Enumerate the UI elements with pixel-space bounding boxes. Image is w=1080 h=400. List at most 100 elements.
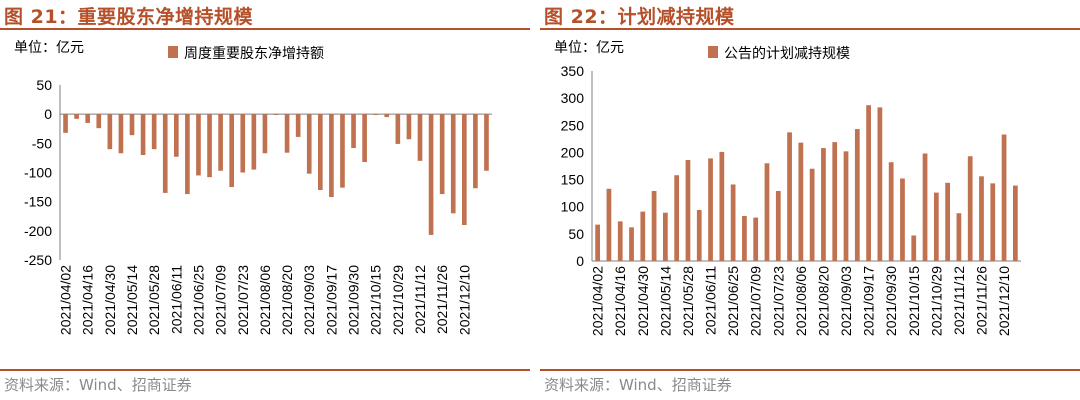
x-tick-label: 2021/08/06 [257,265,273,335]
x-tick-label: 2021/11/26 [434,265,450,334]
y-tick-label: 350 [561,63,585,79]
title-rule [0,28,530,30]
x-tick-label: 2021/11/12 [412,265,428,334]
bar [775,190,781,261]
x-tick-label: 2021/11/12 [951,266,967,335]
bar [956,213,962,261]
bar [74,114,79,119]
bar [730,184,736,261]
bar [933,192,939,261]
bar [151,114,157,150]
x-tick-label: 2021/07/23 [770,266,786,336]
y-tick-label: 100 [561,199,585,215]
bar [484,114,489,171]
bar [787,132,792,261]
x-tick-label: 2021/09/17 [323,265,339,335]
x-tick-label: 2021/12/10 [456,265,472,335]
bar [854,129,860,261]
y-tick-label: -200 [24,223,52,239]
x-tick-label: 2021/04/16 [612,266,628,336]
bar [821,148,826,261]
bar [362,114,367,162]
y-tick-label: -150 [24,194,52,210]
bar [663,212,668,261]
x-tick-label: 2021/08/06 [793,266,809,336]
bar [229,114,235,188]
chart-panel-right: 图 22：计划减持规模 单位：亿元 公告的计划减持规模 0 50 100 150 200 25… [540,0,1080,400]
bar [967,156,973,261]
bar [317,114,323,190]
planned-reduction-chart: 单位：亿元 公告的计划减持规模 0 50 100 150 200 250 300 350 2021/… [554,40,1021,336]
x-tick-label: 2021/09/30 [883,266,899,336]
bar [129,114,135,136]
bar [888,162,894,261]
y-tick-label: -100 [24,165,52,181]
bar [979,176,984,261]
x-tick-label: 2021/06/25 [725,266,741,336]
bottom-rule [540,369,1080,371]
bar [473,114,478,189]
x-tick-label: 2021/07/09 [213,265,229,335]
x-tick-label: 2021/10/15 [368,265,384,335]
bar [640,211,646,261]
figure-title: 图 21：重要股东净增持规模 [4,6,254,28]
bar [945,182,950,261]
x-tick-label: 2021/04/30 [102,265,118,335]
bar [866,105,871,261]
bar [1012,185,1018,261]
x-tick-label: 2021/10/29 [390,265,406,335]
bar [63,114,68,133]
bar [708,158,713,261]
bar [629,227,634,261]
bar [373,114,379,115]
bar [284,114,290,153]
x-tick-label: 2021/07/09 [748,266,764,336]
y-tick-label: 0 [44,106,52,122]
bar [719,151,725,261]
bar [185,114,190,195]
bar [251,114,257,170]
bar [595,224,601,261]
bar [674,175,680,261]
x-tick-label: 2021/04/30 [635,266,651,336]
net-increase-chart: 单位：亿元 周度重要股东净增持额 50 0 -50 -100 -150 -200 -250 202… [14,40,492,335]
x-tick-label: 2021/05/14 [657,266,673,336]
y-tick-label: -50 [32,135,52,151]
bar [651,190,657,261]
y-tick-label: 50 [568,226,584,242]
bar [877,107,883,261]
bar [696,209,702,261]
bar [218,114,223,171]
bar [395,114,401,144]
x-tick-label: 2021/09/17 [861,266,877,336]
unit-label: 单位：亿元 [554,40,624,56]
bar [742,215,747,261]
legend-label: 周度重要股东净增持额 [184,46,324,62]
y-tick-label: 150 [561,172,585,188]
bar [262,114,268,154]
bar [162,114,168,193]
y-tick-label: 200 [561,144,585,160]
x-tick-label: 2021/05/14 [124,265,140,335]
bar [461,114,467,225]
bar [606,188,612,261]
bar [240,114,246,173]
y-tick-label: 300 [561,90,585,106]
x-tick-label: 2021/05/28 [680,266,696,336]
bar [900,178,905,261]
x-tick-label: 2021/09/03 [301,265,317,335]
x-tick-label: 2021/05/28 [146,265,162,335]
title-rule [540,28,1080,30]
bar [107,114,113,150]
bar [450,114,456,214]
y-tick-label: 50 [36,77,52,93]
source-note: 资料来源：Wind、招商证券 [4,376,192,394]
legend-swatch [708,46,718,58]
bar [843,151,849,261]
bar [329,114,334,197]
bar [207,114,212,178]
x-tick-label: 2021/10/29 [928,266,944,336]
bar [85,114,91,123]
bar [685,160,691,261]
bar [351,114,356,148]
